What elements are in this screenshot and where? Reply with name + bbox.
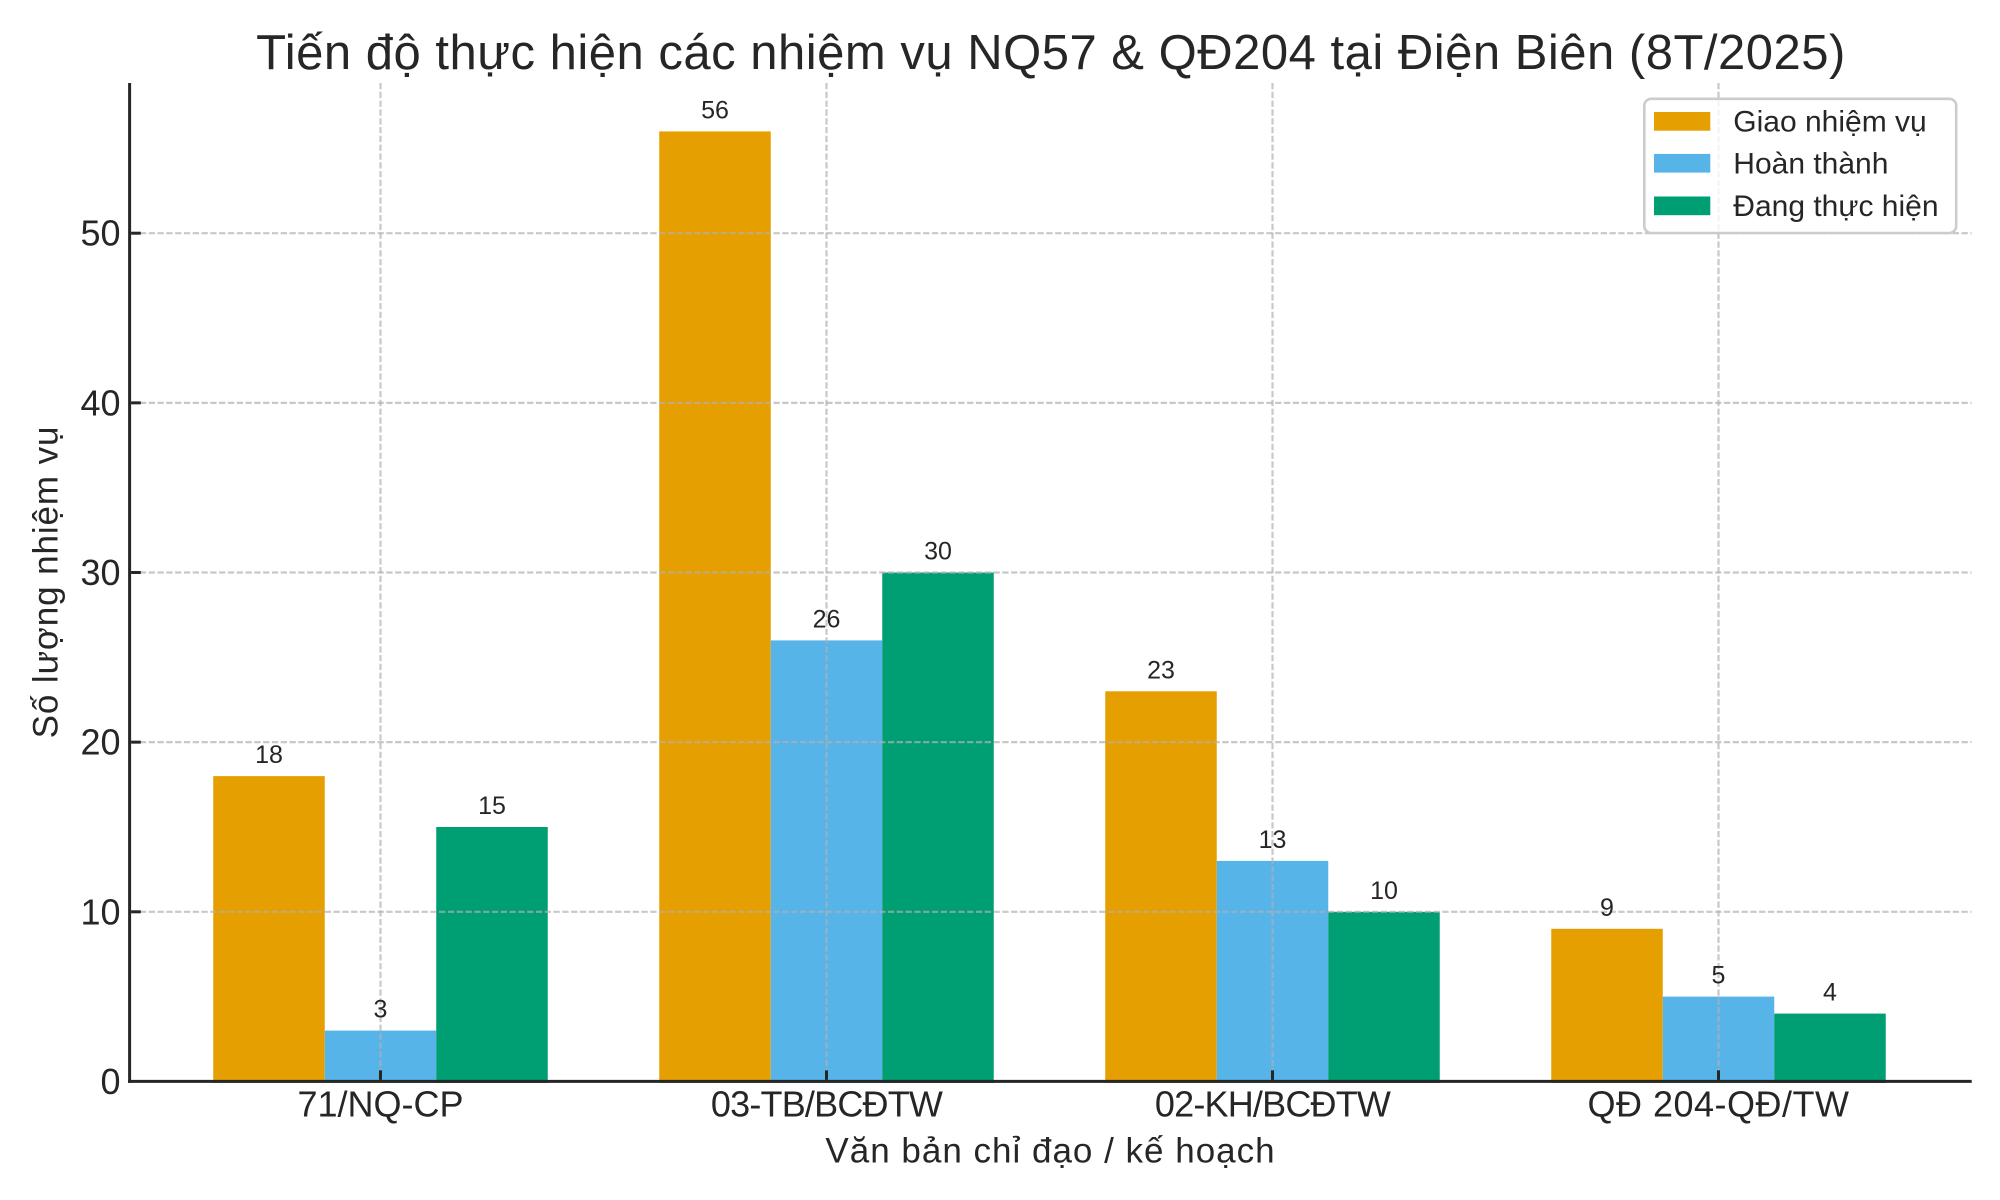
svg-text:Số lượng nhiệm vụ: Số lượng nhiệm vụ	[27, 426, 66, 739]
svg-text:03-TB/BCĐTW: 03-TB/BCĐTW	[711, 1084, 943, 1125]
svg-text:30: 30	[924, 538, 952, 566]
svg-text:50: 50	[80, 213, 120, 254]
svg-text:4: 4	[1823, 979, 1837, 1007]
svg-text:9: 9	[1600, 894, 1614, 922]
svg-text:26: 26	[813, 605, 841, 633]
svg-text:Hoàn thành: Hoàn thành	[1733, 147, 1888, 180]
svg-text:10: 10	[80, 891, 120, 932]
svg-text:Tiến độ thực hiện các nhiệm vụ: Tiến độ thực hiện các nhiệm vụ NQ57 & QĐ…	[256, 26, 1846, 80]
svg-text:Văn bản chỉ đạo / kế hoạch: Văn bản chỉ đạo / kế hoạch	[825, 1132, 1275, 1171]
svg-text:23: 23	[1147, 656, 1175, 684]
svg-text:13: 13	[1259, 826, 1287, 854]
svg-text:3: 3	[374, 996, 388, 1024]
svg-text:QĐ 204-QĐ/TW: QĐ 204-QĐ/TW	[1587, 1084, 1849, 1125]
svg-text:Giao nhiệm vụ: Giao nhiệm vụ	[1733, 106, 1926, 139]
svg-text:5: 5	[1712, 962, 1726, 990]
svg-text:Đang thực hiện: Đang thực hiện	[1733, 190, 1938, 223]
svg-text:20: 20	[80, 722, 120, 763]
svg-text:02-KH/BCĐTW: 02-KH/BCĐTW	[1155, 1084, 1391, 1125]
svg-text:56: 56	[701, 96, 729, 124]
svg-text:0: 0	[100, 1061, 120, 1102]
svg-text:18: 18	[255, 741, 283, 769]
svg-text:10: 10	[1370, 877, 1398, 905]
svg-text:15: 15	[478, 792, 506, 820]
svg-text:71/NQ-CP: 71/NQ-CP	[297, 1084, 463, 1125]
svg-text:40: 40	[80, 382, 120, 423]
svg-text:30: 30	[80, 552, 120, 593]
